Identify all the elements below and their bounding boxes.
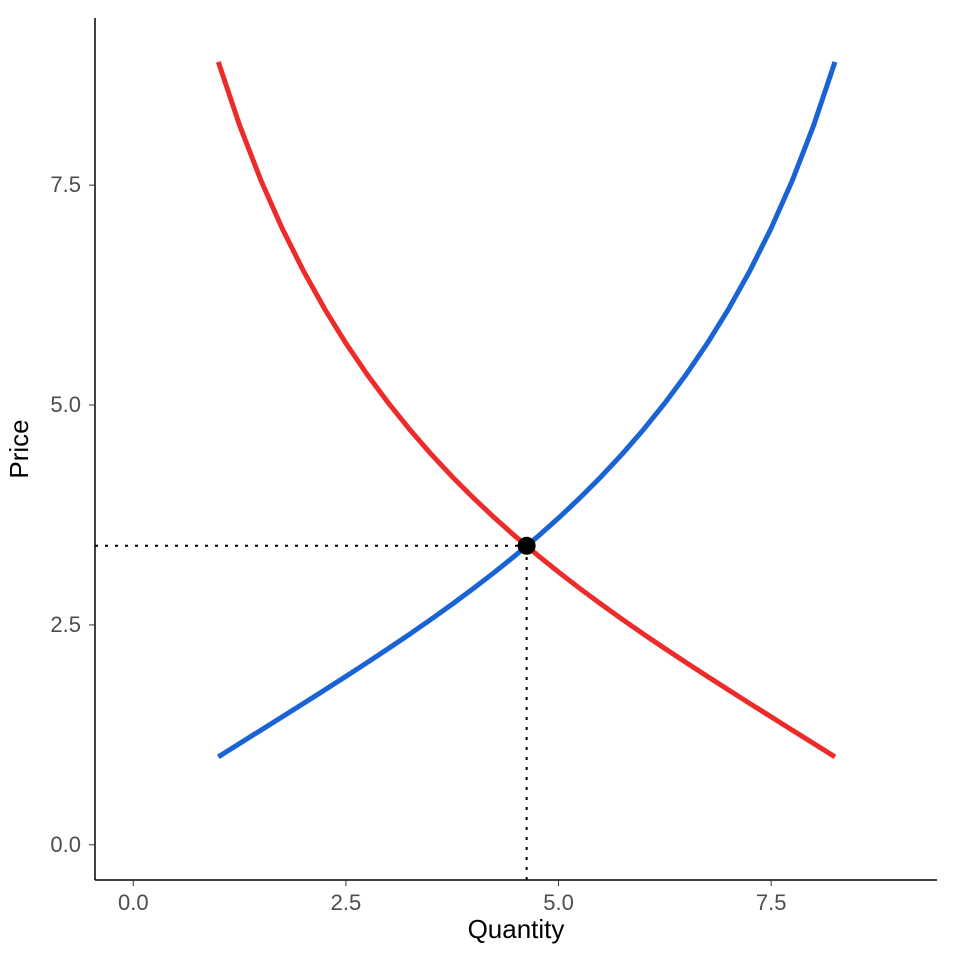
x-tick-label: 2.5: [331, 890, 362, 915]
x-tick-label: 7.5: [756, 890, 787, 915]
y-tick-label: 0.0: [50, 832, 81, 857]
supply-demand-chart: 0.0 2.5 5.0 7.5 0.0 2.5 5.0 7.5 Quantity Price: [0, 0, 960, 960]
y-axis-title: Price: [4, 419, 34, 478]
y-tick-label: 2.5: [50, 612, 81, 637]
chart-svg: 0.0 2.5 5.0 7.5 0.0 2.5 5.0 7.5 Quantity Price: [0, 0, 960, 960]
x-tick-label: 5.0: [543, 890, 574, 915]
x-axis-title: Quantity: [468, 914, 565, 944]
y-tick-label: 5.0: [50, 392, 81, 417]
x-tick-label: 0.0: [118, 890, 149, 915]
y-tick-label: 7.5: [50, 172, 81, 197]
equilibrium-point: [518, 537, 536, 555]
